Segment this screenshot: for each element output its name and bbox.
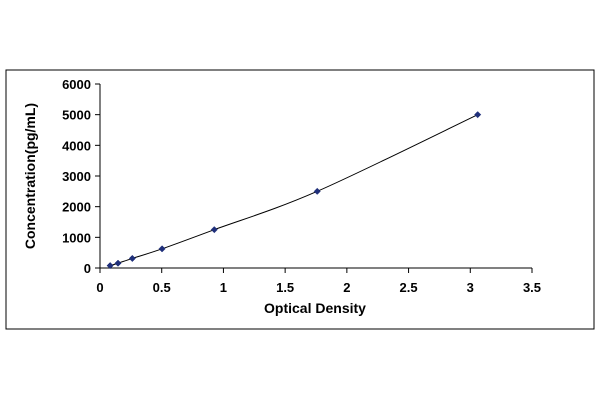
x-tick-label: 1: [220, 280, 227, 295]
y-tick-label: 2000: [62, 200, 91, 215]
outer-border: [5, 69, 595, 330]
fit-curve: [109, 114, 478, 267]
x-tick-label: 0: [96, 280, 103, 295]
x-tick-label: 3.5: [523, 280, 541, 295]
x-tick-label: 1.5: [276, 280, 294, 295]
points-layer: [106, 111, 482, 270]
data-point: [210, 226, 218, 234]
x-tick-label: 2: [343, 280, 350, 295]
y-tick-label: 5000: [62, 108, 91, 123]
x-axis-title: Optical Density: [264, 300, 366, 316]
y-tick-label: 4000: [62, 138, 91, 153]
data-point: [474, 111, 482, 119]
data-point: [106, 262, 114, 270]
x-tick-label: 0.5: [153, 280, 171, 295]
y-tick-label: 3000: [62, 169, 91, 184]
y-tick-label: 6000: [62, 77, 91, 92]
y-tick-label: 1000: [62, 230, 91, 245]
x-tick-label: 2.5: [400, 280, 418, 295]
curve-layer: [109, 114, 478, 267]
ticks-layer: 0 0.5 1 1.5 2 2.5 3 3.5 0 1000 2000 3000 4000 5000 600…: [62, 77, 541, 295]
axes-layer: [99, 84, 532, 269]
data-point: [128, 254, 136, 262]
data-point: [114, 259, 122, 267]
data-point: [158, 245, 166, 253]
y-axis-title: Concentration(pg/mL): [22, 103, 38, 249]
x-tick-label: 3: [467, 280, 474, 295]
y-tick-label: 0: [84, 261, 91, 276]
data-point: [313, 187, 321, 195]
